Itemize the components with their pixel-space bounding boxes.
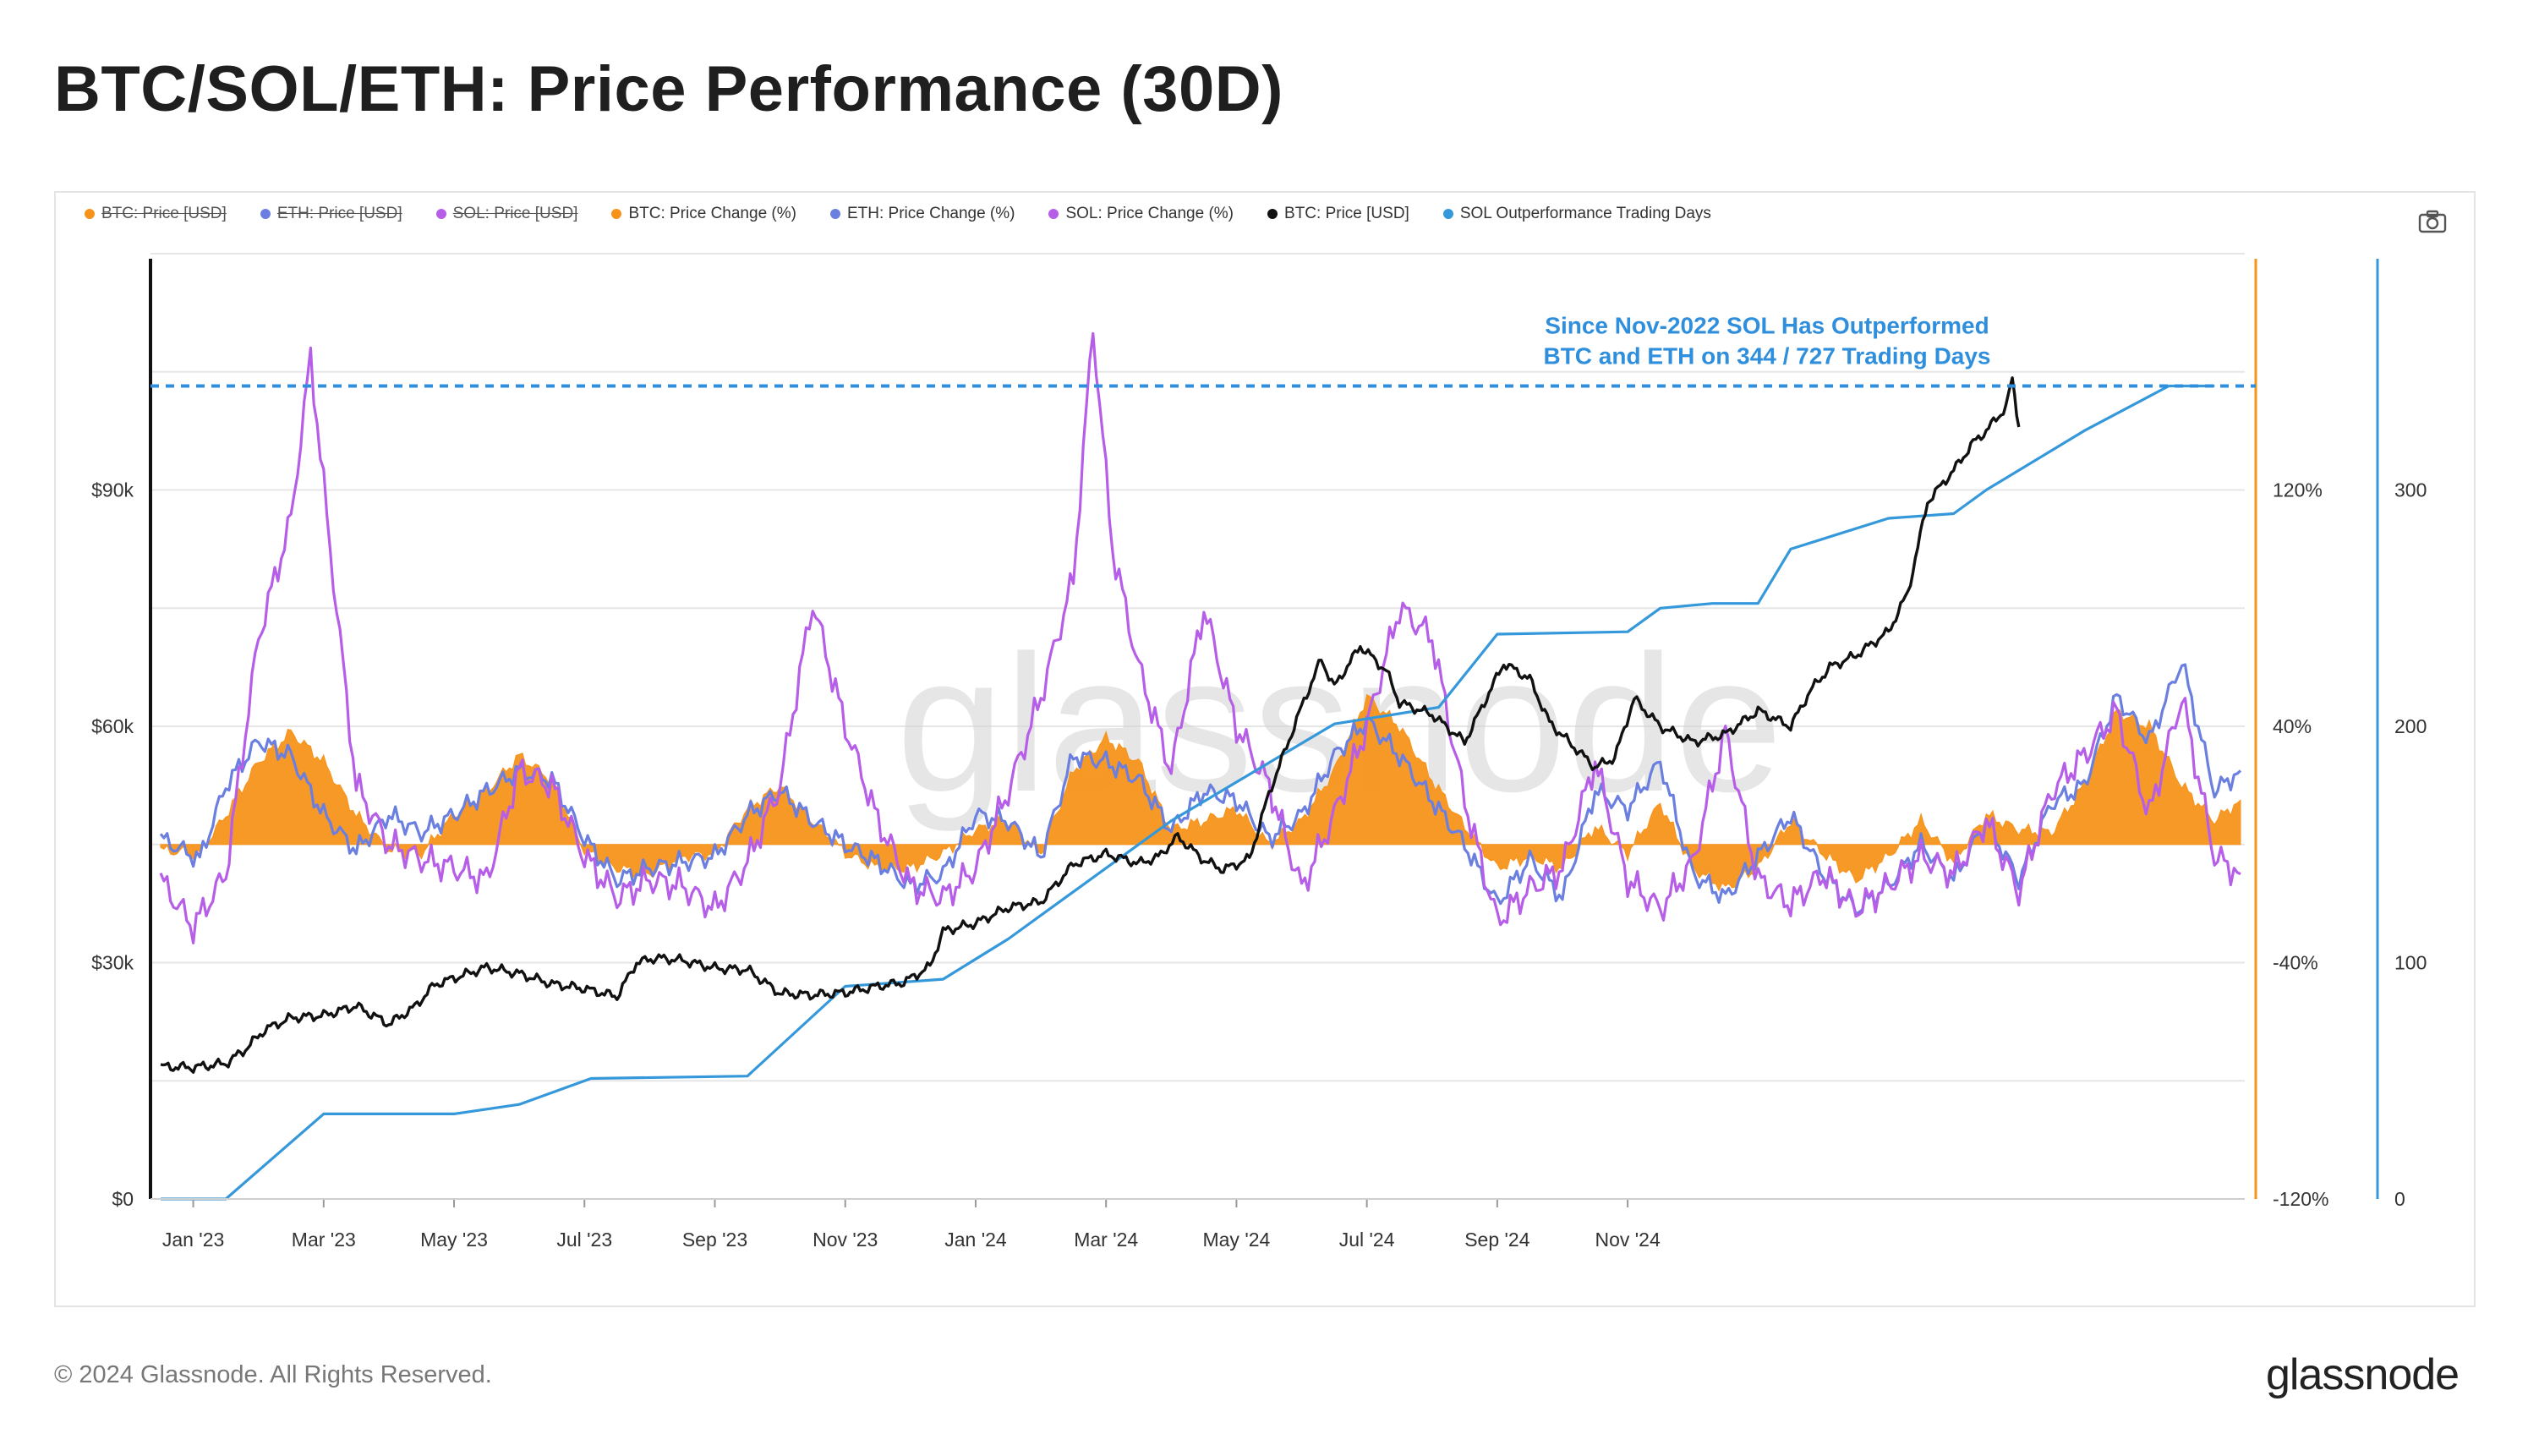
series-btc-price-line [160, 376, 2021, 1074]
legend-label: SOL: Price [USD] [452, 205, 578, 222]
y-pct-tick-label: -120% [2273, 1188, 2328, 1210]
y-days-tick-label: 200 [2394, 715, 2427, 737]
x-tick-label: Nov '23 [813, 1229, 878, 1251]
series-sol-outperformance-days-line [161, 384, 2215, 1201]
x-tick-label: May '23 [420, 1229, 488, 1251]
x-tick-label: May '24 [1202, 1229, 1270, 1251]
y-days-tick-label: 300 [2394, 479, 2427, 501]
annotation-line-1: Since Nov-2022 SOL Has Outperformed [1545, 313, 1989, 339]
x-tick-label: Nov '24 [1595, 1229, 1660, 1251]
y-days-tick-label: 0 [2394, 1188, 2405, 1210]
x-tick-label: Jul '23 [556, 1229, 612, 1251]
x-tick-label: Jul '24 [1339, 1229, 1395, 1251]
legend-marker-icon [829, 209, 840, 219]
series-sol-price-change-line [159, 331, 2241, 944]
y-left-tick-label: $90k [91, 479, 134, 501]
legend-label: SOL Outperformance Trading Days [1459, 205, 1711, 222]
chart-axes: $0 $30k $60k $90k -120% -40% 40% 120% 0 100 200 300… [91, 259, 2427, 1251]
x-tick-label: Sep '23 [682, 1229, 747, 1251]
legend-marker-icon [1267, 209, 1278, 219]
legend-label: ETH: Price Change (%) [846, 205, 1015, 222]
legend-marker-icon [85, 209, 95, 219]
x-tick-label: Jan '23 [162, 1229, 224, 1251]
y-pct-tick-label: -40% [2273, 952, 2318, 974]
annotation-line-2: BTC and ETH on 344 / 727 Trading Days [1543, 343, 1990, 369]
x-tick-label: Mar '24 [1074, 1229, 1138, 1251]
x-tick-label: Jan '24 [944, 1229, 1007, 1251]
y-left-tick-label: $60k [91, 715, 134, 737]
legend-item-btc-price-change[interactable]: BTC: Price Change (%) [611, 205, 796, 223]
legend-item-sol-price-hidden[interactable]: SOL: Price [USD] [435, 205, 578, 223]
legend-item-btc-price[interactable]: BTC: Price [USD] [1267, 205, 1409, 223]
camera-icon[interactable] [2418, 210, 2447, 233]
legend-marker-icon [260, 209, 271, 219]
copyright-footer: © 2024 Glassnode. All Rights Reserved. [54, 1361, 492, 1388]
y-days-tick-label: 100 [2394, 952, 2427, 974]
legend-label: BTC: Price Change (%) [628, 205, 796, 222]
chart-frame [54, 191, 2476, 1307]
legend-marker-icon [1048, 209, 1059, 219]
legend-marker-icon [435, 209, 446, 219]
legend-item-sol-price-change[interactable]: SOL: Price Change (%) [1048, 205, 1234, 223]
legend-item-eth-price-hidden[interactable]: ETH: Price [USD] [260, 205, 402, 223]
legend-marker-icon [1442, 209, 1453, 219]
series-btc-price-change-area [160, 693, 2241, 892]
legend-label: BTC: Price [USD] [1284, 205, 1409, 222]
legend-label: SOL: Price Change (%) [1065, 205, 1234, 222]
legend-label: ETH: Price [USD] [276, 205, 402, 222]
legend-item-btc-price-hidden[interactable]: BTC: Price [USD] [85, 205, 227, 223]
x-tick-label: Mar '23 [292, 1229, 356, 1251]
y-left-tick-label: $30k [91, 952, 134, 974]
chart-legend: BTC: Price [USD] ETH: Price [USD] SOL: P… [85, 205, 1711, 223]
x-tick-label: Sep '24 [1464, 1229, 1529, 1251]
legend-label: BTC: Price [USD] [101, 205, 227, 222]
y-pct-tick-label: 40% [2273, 715, 2312, 737]
legend-item-sol-outperformance[interactable]: SOL Outperformance Trading Days [1442, 205, 1711, 223]
page-title: BTC/SOL/ETH: Price Performance (30D) [54, 53, 1283, 125]
y-left-tick-label: $0 [112, 1188, 134, 1210]
y-pct-tick-label: 120% [2273, 479, 2323, 501]
legend-marker-icon [611, 209, 622, 219]
brand-logo: glassnode [2266, 1350, 2460, 1399]
chart-series [159, 331, 2242, 1201]
legend-item-eth-price-change[interactable]: ETH: Price Change (%) [829, 205, 1015, 223]
